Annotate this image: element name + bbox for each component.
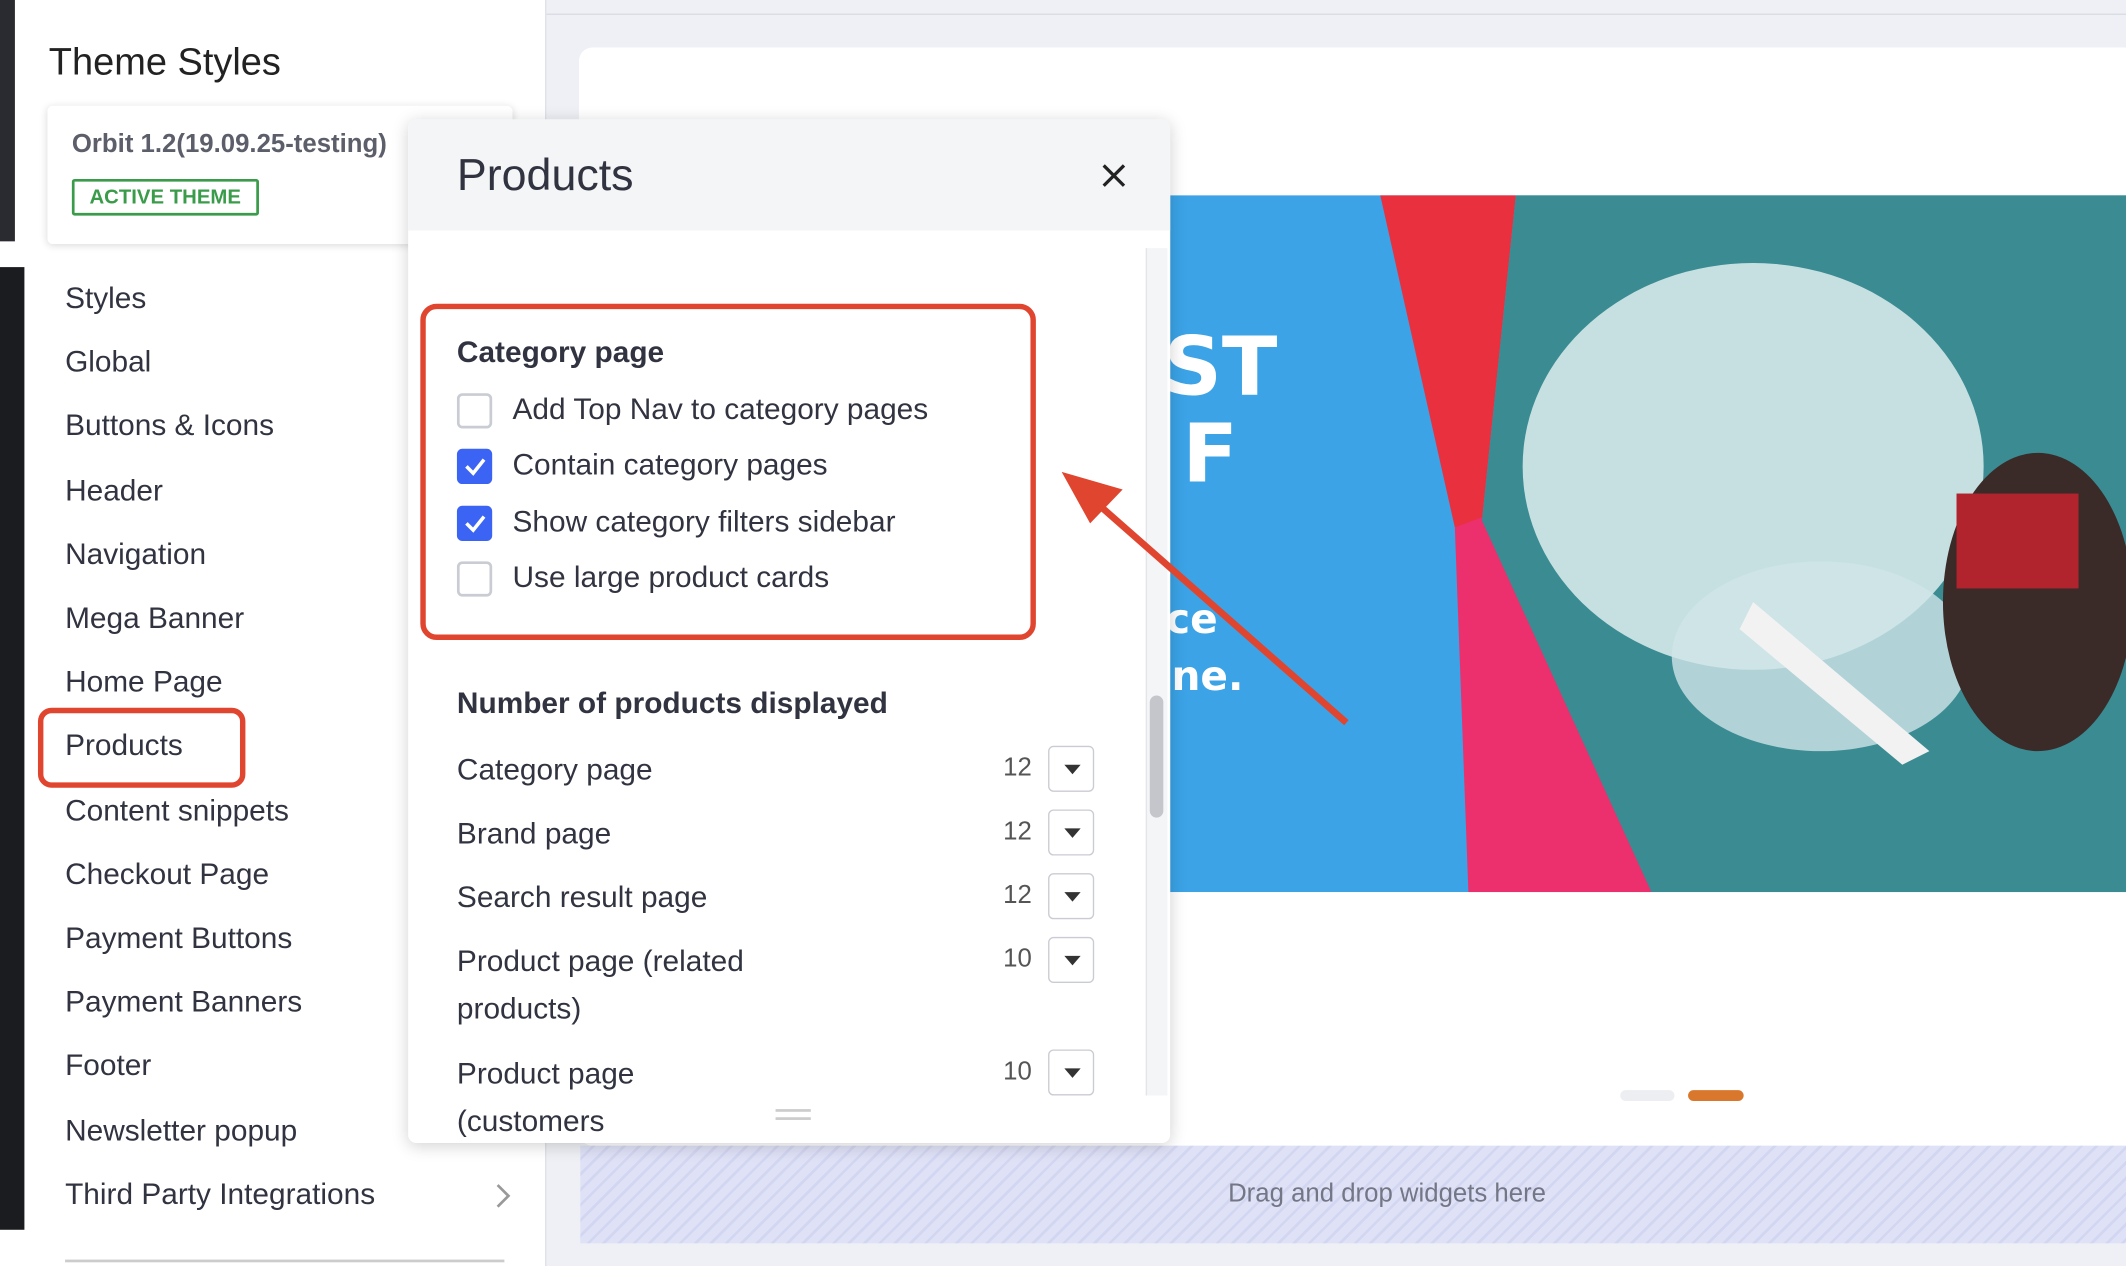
section-title: Category page [456, 334, 665, 369]
checkbox-label: Use large product cards [512, 559, 830, 594]
menu-item[interactable]: Payment Buttons [65, 920, 293, 955]
menu-item[interactable]: Buttons & Icons [65, 408, 275, 443]
row-value: 10 [1003, 945, 1032, 974]
highlight [420, 303, 1036, 640]
dropdown[interactable] [1048, 745, 1095, 792]
row-value: 12 [1003, 753, 1032, 783]
menu-item[interactable]: Products [65, 728, 183, 763]
checkbox[interactable] [456, 393, 493, 429]
close-button[interactable] [1101, 163, 1127, 189]
row-label: Search result page [456, 879, 708, 914]
menu-item[interactable]: Home Page [65, 664, 223, 699]
row-value: 10 [1003, 1057, 1032, 1087]
top-border [0, 13, 2126, 15]
dropdown[interactable] [1048, 873, 1095, 920]
scroll-thumb[interactable] [1149, 695, 1164, 818]
menu-item[interactable]: Footer [65, 1048, 152, 1083]
badge: ACTIVE THEME [71, 178, 259, 216]
checkbox-label: Add Top Nav to category pages [512, 391, 929, 426]
banner-text: F [1182, 406, 1238, 502]
chevron [496, 1184, 511, 1208]
divider [65, 1259, 505, 1263]
edge [0, 0, 15, 242]
scrollbar[interactable] [1145, 248, 1168, 1096]
edge [0, 267, 25, 1230]
menu-item[interactable]: Newsletter popup [65, 1112, 298, 1147]
dropdown[interactable] [1048, 1049, 1095, 1096]
slider-dot[interactable] [1620, 1090, 1675, 1101]
row-value: 12 [1003, 817, 1032, 847]
slider-dot-active[interactable] [1688, 1090, 1744, 1101]
checkbox[interactable] [456, 449, 493, 485]
menu-item[interactable]: Styles [65, 280, 147, 315]
checkbox[interactable] [456, 561, 493, 597]
row-label: Brand page [456, 816, 612, 851]
drop-zone-text: Drag and drop widgets here [1228, 1179, 1547, 1209]
dropdown[interactable] [1048, 936, 1095, 984]
banner-text: ne. [1171, 653, 1244, 701]
panel-title: Products [456, 149, 634, 200]
row-label: Product page (customers [456, 1056, 635, 1138]
drop-zone: Drag and drop widgets here [580, 1145, 2126, 1244]
menu-item[interactable]: Third Party Integrations [65, 1176, 376, 1211]
row-label: Product page (related products) [456, 943, 744, 1026]
section-title: Number of products displayed [456, 686, 888, 720]
dropdown[interactable] [1048, 809, 1095, 856]
arrow [1061, 471, 1349, 726]
menu-item[interactable]: Header [65, 472, 163, 507]
sidebar-title: Theme Styles [48, 40, 281, 83]
panel-header [408, 119, 1171, 231]
theme-name: Orbit 1.2(19.09.25-testing) [71, 130, 387, 159]
menu-item[interactable]: Content snippets [65, 792, 289, 827]
checkbox[interactable] [456, 505, 493, 541]
checkbox-label: Show category filters sidebar [512, 503, 896, 538]
row-value: 12 [1003, 881, 1032, 910]
menu-item[interactable]: Mega Banner [65, 600, 245, 635]
banner-text: ST [1163, 319, 1278, 415]
menu-item[interactable]: Navigation [65, 536, 207, 571]
menu-item[interactable]: Payment Banners [65, 984, 303, 1019]
panel [408, 119, 1171, 1143]
banner [1170, 195, 2126, 893]
highlight [37, 707, 246, 788]
row-label: Category page [456, 752, 653, 787]
menu-item[interactable]: Global [65, 344, 152, 379]
resize-handle[interactable] [775, 1109, 811, 1112]
checkbox-label: Contain category pages [512, 447, 828, 482]
menu-item[interactable]: Checkout Page [65, 856, 270, 891]
